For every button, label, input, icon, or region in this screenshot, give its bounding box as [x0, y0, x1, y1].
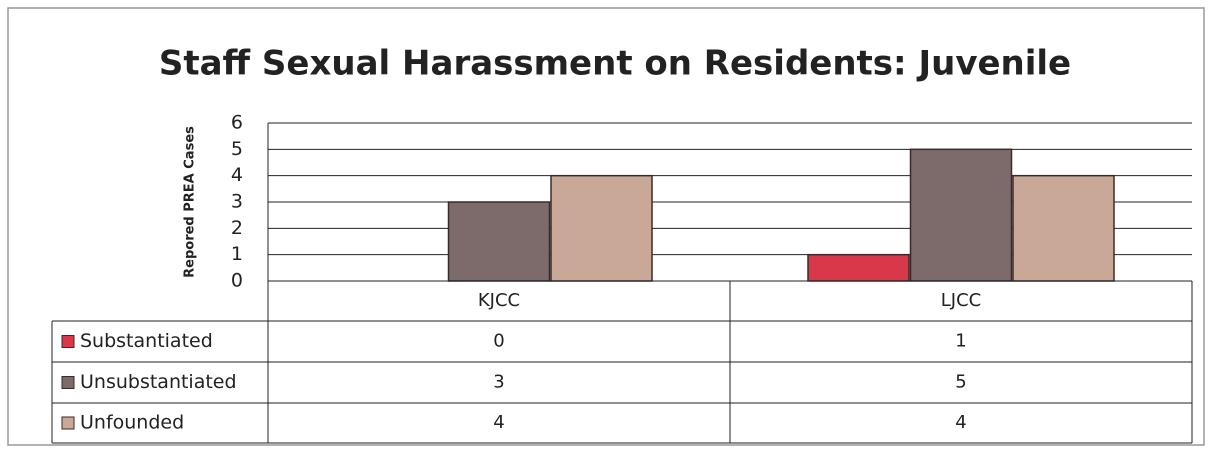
table-value: 1	[955, 331, 966, 352]
bar	[807, 253, 910, 282]
y-tick-label: 5	[231, 138, 243, 160]
x-tick-label: LJCC	[941, 290, 981, 311]
y-tick-label: 3	[231, 191, 243, 213]
legend-swatch	[61, 416, 75, 430]
bar	[909, 148, 1013, 282]
legend-label: Unsubstantiated	[80, 371, 237, 393]
bar	[550, 174, 653, 282]
legend-swatch	[61, 335, 75, 348]
y-tick-label: 4	[231, 164, 243, 186]
table-value: 4	[493, 412, 504, 433]
bar	[1012, 174, 1115, 282]
table-value: 4	[955, 412, 966, 433]
table-value: 5	[955, 372, 966, 393]
chart-border	[7, 7, 1205, 446]
y-tick-label: 1	[231, 243, 243, 265]
y-tick-label: 6	[231, 112, 243, 134]
chart-title: Staff Sexual Harassment on Residents: Ju…	[159, 44, 1071, 84]
legend-swatch	[61, 376, 75, 389]
legend-label: Substantiated	[80, 330, 213, 352]
y-axis-label: Repored PREA Cases	[183, 126, 198, 278]
y-tick-label: 2	[231, 217, 243, 239]
table-value: 3	[493, 372, 504, 393]
y-tick-label: 0	[231, 270, 243, 292]
x-tick-label: KJCC	[478, 290, 520, 311]
bar	[447, 201, 551, 282]
table-value: 0	[493, 331, 504, 352]
legend-label: Unfounded	[80, 412, 184, 434]
